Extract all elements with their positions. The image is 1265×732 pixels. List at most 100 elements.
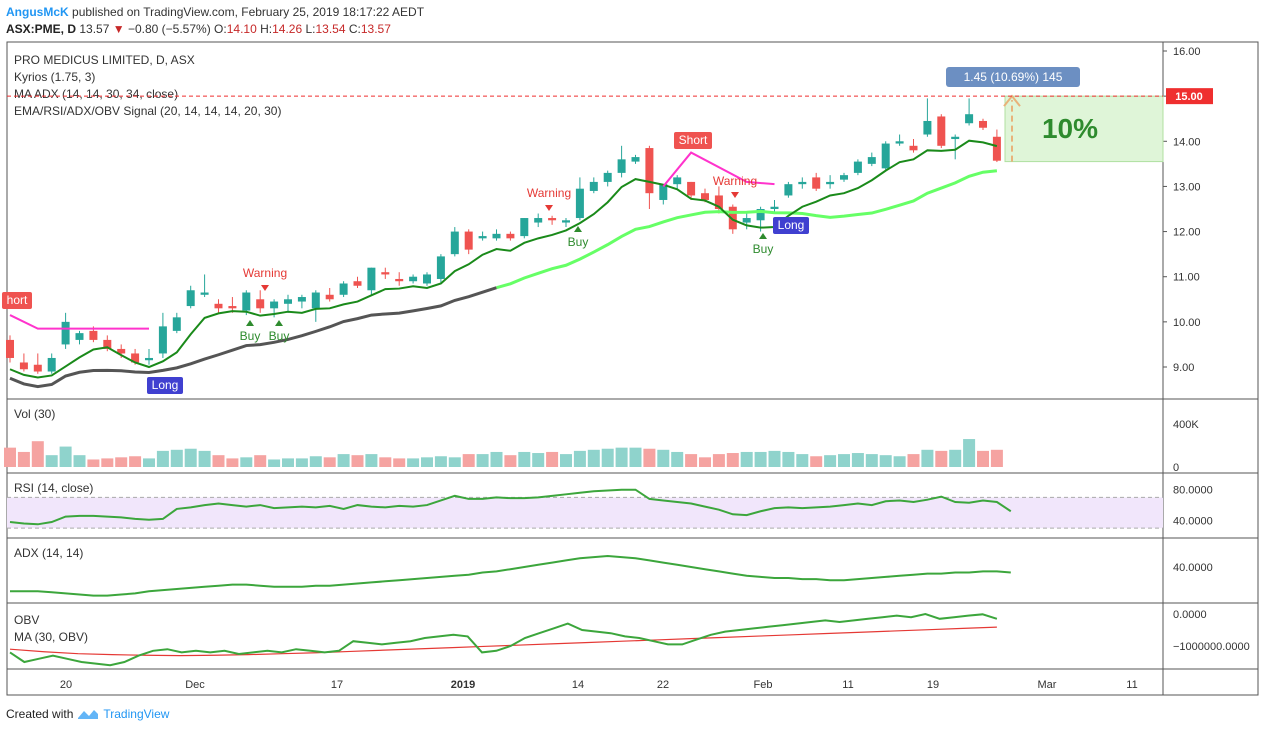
volume-bar bbox=[129, 456, 142, 467]
short-signal: Short bbox=[679, 133, 708, 147]
candle-body bbox=[409, 276, 418, 282]
candle-body bbox=[158, 326, 167, 354]
warning-arrow-icon bbox=[731, 192, 739, 198]
candle-body bbox=[339, 283, 348, 295]
candle-body bbox=[645, 148, 654, 194]
candle-body bbox=[61, 321, 70, 345]
volume-bar bbox=[59, 446, 72, 467]
volume-bar bbox=[546, 451, 559, 467]
volume-bar bbox=[31, 441, 44, 467]
candle-body bbox=[909, 145, 918, 151]
buy-label: Buy bbox=[269, 329, 290, 343]
volume-bar bbox=[712, 454, 725, 467]
buy-label: Buy bbox=[568, 235, 589, 249]
candle-body bbox=[47, 357, 56, 372]
volume-bar bbox=[45, 455, 58, 467]
long-signal: Long bbox=[152, 378, 179, 392]
candle-body bbox=[117, 348, 126, 354]
candle-body bbox=[756, 209, 765, 221]
candle-body bbox=[673, 177, 682, 185]
fast-ma-line bbox=[9, 139, 998, 379]
volume-bar bbox=[351, 455, 364, 467]
volume-bar bbox=[754, 451, 767, 467]
candle-body bbox=[951, 136, 960, 140]
candle-body bbox=[284, 299, 292, 304]
publish-line: AngusMcK published on TradingView.com, F… bbox=[6, 4, 424, 21]
volume-bar bbox=[87, 459, 100, 467]
candle-body bbox=[492, 233, 501, 239]
chart-canvas[interactable]: 16.00 15.00 14.00 13.00 12.00 11.00 10.00 9.00 2… bbox=[0, 0, 1265, 700]
volume-bar bbox=[518, 451, 531, 467]
price-tick-label: 12.00 bbox=[1173, 227, 1201, 239]
candle-body bbox=[436, 256, 445, 279]
long-signal: Long bbox=[778, 218, 805, 232]
candle-body bbox=[853, 161, 862, 173]
rsi-pane-label: RSI (14, close) bbox=[14, 481, 93, 495]
measure-label-bg bbox=[946, 67, 1080, 87]
tradingview-logo-icon bbox=[78, 710, 99, 719]
candle-body bbox=[798, 181, 807, 185]
candle-body bbox=[200, 292, 209, 295]
candle-body bbox=[701, 193, 709, 200]
long-signal-bg bbox=[773, 217, 809, 234]
signal-ma-line bbox=[496, 169, 998, 290]
low-label: L: bbox=[305, 22, 316, 36]
candle-body bbox=[923, 120, 932, 135]
volume-bar bbox=[393, 458, 406, 467]
candle-body bbox=[395, 278, 404, 282]
open-value: 14.10 bbox=[226, 22, 257, 36]
candle-body bbox=[770, 206, 779, 209]
volume-bar bbox=[573, 450, 586, 467]
candle-body bbox=[478, 236, 487, 239]
volume-bar bbox=[587, 449, 600, 467]
candle-body bbox=[937, 116, 946, 146]
candle-body bbox=[256, 299, 265, 309]
warning-label: Warning bbox=[713, 174, 757, 188]
candle-body bbox=[464, 231, 473, 250]
volume-bar bbox=[240, 457, 253, 467]
candle-body bbox=[784, 184, 793, 196]
adx-pane-label: ADX (14, 14) bbox=[14, 546, 83, 560]
volume-bar bbox=[115, 457, 128, 467]
volume-bar bbox=[212, 455, 225, 467]
volume-tick-label: 0 bbox=[1173, 462, 1179, 474]
rsi-line bbox=[9, 488, 1012, 526]
candle-body bbox=[423, 274, 431, 284]
candle-body bbox=[75, 333, 84, 340]
volume-bar bbox=[810, 456, 823, 467]
time-axis-label: 11 bbox=[1126, 679, 1137, 691]
close-label: C: bbox=[348, 22, 361, 36]
volume-bar bbox=[838, 454, 850, 467]
time-axis-label: Mar bbox=[1038, 679, 1057, 691]
candle-body bbox=[548, 218, 557, 221]
buy-label: Buy bbox=[240, 329, 261, 343]
candle-body bbox=[826, 181, 835, 185]
price-tick-label: 16.00 bbox=[1173, 46, 1201, 58]
candle-body bbox=[867, 157, 876, 164]
candle-body bbox=[534, 218, 543, 223]
volume-bar bbox=[504, 455, 517, 467]
obv-line bbox=[9, 612, 998, 667]
candle-body bbox=[687, 181, 696, 196]
candle-body bbox=[19, 362, 28, 370]
volume-bar bbox=[421, 457, 433, 467]
obv-tick-label: 0.0000 bbox=[1173, 609, 1207, 621]
candle-body bbox=[840, 175, 848, 180]
low-value: 13.54 bbox=[315, 22, 346, 36]
volume-bar bbox=[601, 448, 614, 467]
candle-body bbox=[506, 233, 515, 239]
candle-body bbox=[881, 143, 890, 169]
short-signal-bg bbox=[2, 292, 32, 309]
measure-percent: 10% bbox=[1042, 113, 1098, 144]
time-axis-label: 2019 bbox=[451, 679, 475, 691]
volume-bar bbox=[699, 457, 711, 467]
created-with-label: Created with bbox=[6, 707, 74, 721]
volume-bar bbox=[156, 450, 169, 467]
author-link[interactable]: AngusMcK bbox=[6, 5, 69, 19]
volume-bar bbox=[560, 454, 572, 467]
volume-bar bbox=[685, 454, 698, 467]
candle-body bbox=[562, 220, 570, 223]
tradingview-brand[interactable]: TradingView bbox=[103, 707, 170, 721]
measure-box bbox=[1004, 95, 1164, 163]
open-label: O: bbox=[214, 22, 227, 36]
